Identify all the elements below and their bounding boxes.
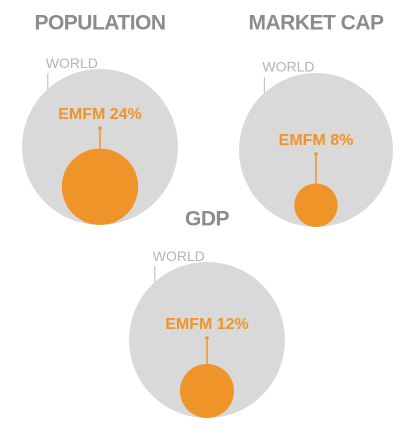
world-label: WORLD: [153, 248, 205, 264]
world-label: WORLD: [262, 59, 314, 75]
emfm-circle: [179, 363, 235, 418]
panel-title: MARKET CAP: [249, 12, 384, 35]
emfm-label: EMFM 24%: [58, 106, 142, 123]
emfm-circle: [61, 148, 139, 225]
world-circle: [239, 73, 393, 227]
emfm-label: EMFM 12%: [165, 316, 249, 333]
emfm-pointer-dot: [98, 126, 102, 130]
world-label: WORLD: [46, 55, 98, 71]
emfm-pointer-dot: [314, 152, 318, 156]
emfm-circle: [294, 183, 338, 227]
panel-title: POPULATION: [34, 12, 165, 35]
panel-title: GDP: [185, 208, 230, 231]
emfm-pointer-dot: [205, 336, 209, 340]
emfm-label: EMFM 8%: [279, 132, 354, 149]
